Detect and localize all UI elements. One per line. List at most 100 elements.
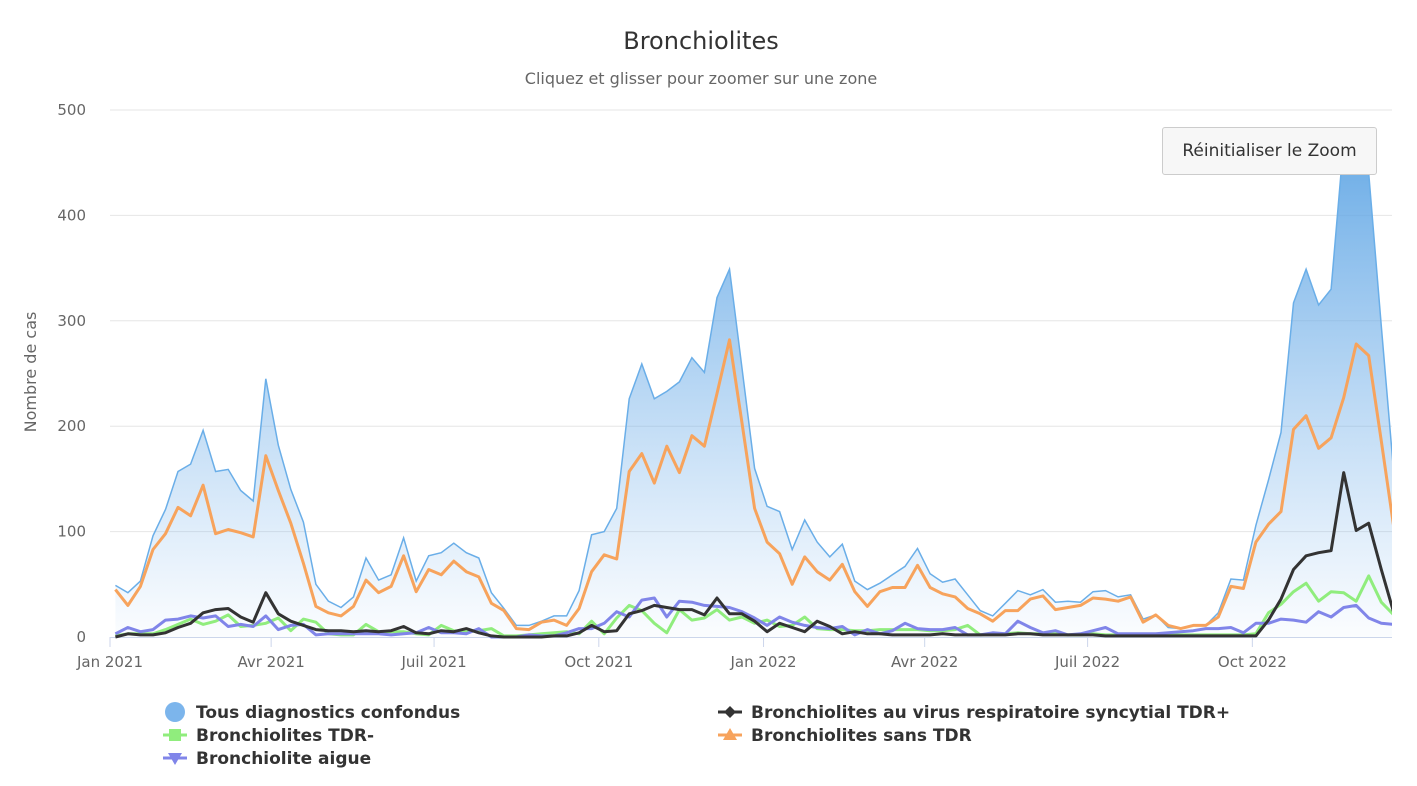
data-point[interactable] [439,623,444,628]
data-point[interactable] [890,572,895,577]
data-point[interactable] [288,521,293,526]
data-point[interactable] [702,370,707,375]
data-point[interactable] [1040,593,1045,598]
data-point[interactable] [1266,522,1271,527]
data-point[interactable] [201,483,206,488]
data-point[interactable] [765,618,770,623]
data-point[interactable] [464,550,469,555]
data-point[interactable] [790,625,795,630]
data-point[interactable] [1065,599,1070,604]
data-point[interactable] [188,462,193,467]
data-point[interactable] [364,622,369,627]
data-point[interactable] [313,632,318,637]
data-point[interactable] [614,557,619,562]
data-point[interactable] [1028,625,1033,630]
data-point[interactable] [1015,619,1020,624]
data-point[interactable] [1053,632,1058,637]
data-point[interactable] [426,631,431,636]
data-point[interactable] [1128,594,1133,599]
data-point[interactable] [376,578,381,583]
data-point[interactable] [702,444,707,449]
data-point[interactable] [677,379,682,384]
data-point[interactable] [414,589,419,594]
data-point[interactable] [627,469,632,474]
data-point[interactable] [514,635,519,640]
data-point[interactable] [1354,603,1359,608]
data-point[interactable] [213,469,218,474]
data-point[interactable] [1065,605,1070,610]
data-point[interactable] [1391,525,1396,530]
data-point[interactable] [1103,625,1108,630]
data-point[interactable] [652,596,657,601]
data-point[interactable] [865,604,870,609]
data-point[interactable] [577,630,582,635]
data-point[interactable] [652,621,657,626]
data-point[interactable] [288,619,293,624]
data-point[interactable] [1329,614,1334,619]
data-point[interactable] [965,632,970,637]
data-point[interactable] [577,588,582,593]
data-point[interactable] [464,631,469,636]
legend-item[interactable]: Tous diagnostics confondus [165,702,460,723]
data-point[interactable] [790,547,795,552]
data-point[interactable] [902,621,907,626]
data-point[interactable] [852,589,857,594]
data-point[interactable] [953,577,958,582]
data-point[interactable] [1379,621,1384,626]
data-point[interactable] [125,603,130,608]
data-point[interactable] [840,562,845,567]
data-point[interactable] [326,599,331,604]
data-point[interactable] [940,591,945,596]
data-point[interactable] [113,587,118,592]
data-point[interactable] [251,534,256,539]
data-point[interactable] [840,631,845,636]
data-point[interactable] [714,604,719,609]
data-point[interactable] [364,628,369,633]
data-point[interactable] [928,585,933,590]
data-point[interactable] [777,614,782,619]
data-point[interactable] [1366,616,1371,621]
data-point[interactable] [263,613,268,618]
data-point[interactable] [514,626,519,631]
data-point[interactable] [777,509,782,514]
data-point[interactable] [815,625,820,630]
data-point[interactable] [1278,509,1283,514]
data-point[interactable] [602,629,607,634]
data-point[interactable] [689,355,694,360]
data-point[interactable] [627,396,632,401]
data-point[interactable] [1078,632,1083,637]
data-point[interactable] [226,467,231,472]
data-point[interactable] [1341,470,1346,475]
data-point[interactable] [1266,477,1271,482]
data-point[interactable] [163,507,168,512]
data-point[interactable] [389,572,394,577]
data-point[interactable] [614,628,619,633]
data-point[interactable] [1291,618,1296,623]
legend-item[interactable]: Bronchiolites au virus respiratoire sync… [718,703,1230,723]
data-point[interactable] [915,563,920,568]
data-point[interactable] [1354,528,1359,533]
data-point[interactable] [1040,587,1045,592]
data-point[interactable] [326,610,331,615]
data-point[interactable] [1003,632,1008,637]
data-point[interactable] [1090,596,1095,601]
data-point[interactable] [1291,300,1296,305]
data-point[interactable] [1191,628,1196,633]
data-point[interactable] [113,635,118,640]
legend-item[interactable]: Bronchiolites sans TDR [718,726,972,746]
data-point[interactable] [652,396,657,401]
data-point[interactable] [1040,632,1045,637]
data-point[interactable] [1366,521,1371,526]
data-point[interactable] [790,620,795,625]
data-point[interactable] [401,631,406,636]
data-point[interactable] [802,518,807,523]
data-point[interactable] [1216,626,1221,631]
data-point[interactable] [1366,353,1371,358]
data-point[interactable] [426,567,431,572]
data-point[interactable] [928,627,933,632]
data-point[interactable] [865,587,870,592]
data-point[interactable] [188,513,193,518]
legend-item[interactable]: Bronchiolites TDR- [163,726,374,746]
data-point[interactable] [1341,590,1346,595]
data-point[interactable] [489,626,494,631]
